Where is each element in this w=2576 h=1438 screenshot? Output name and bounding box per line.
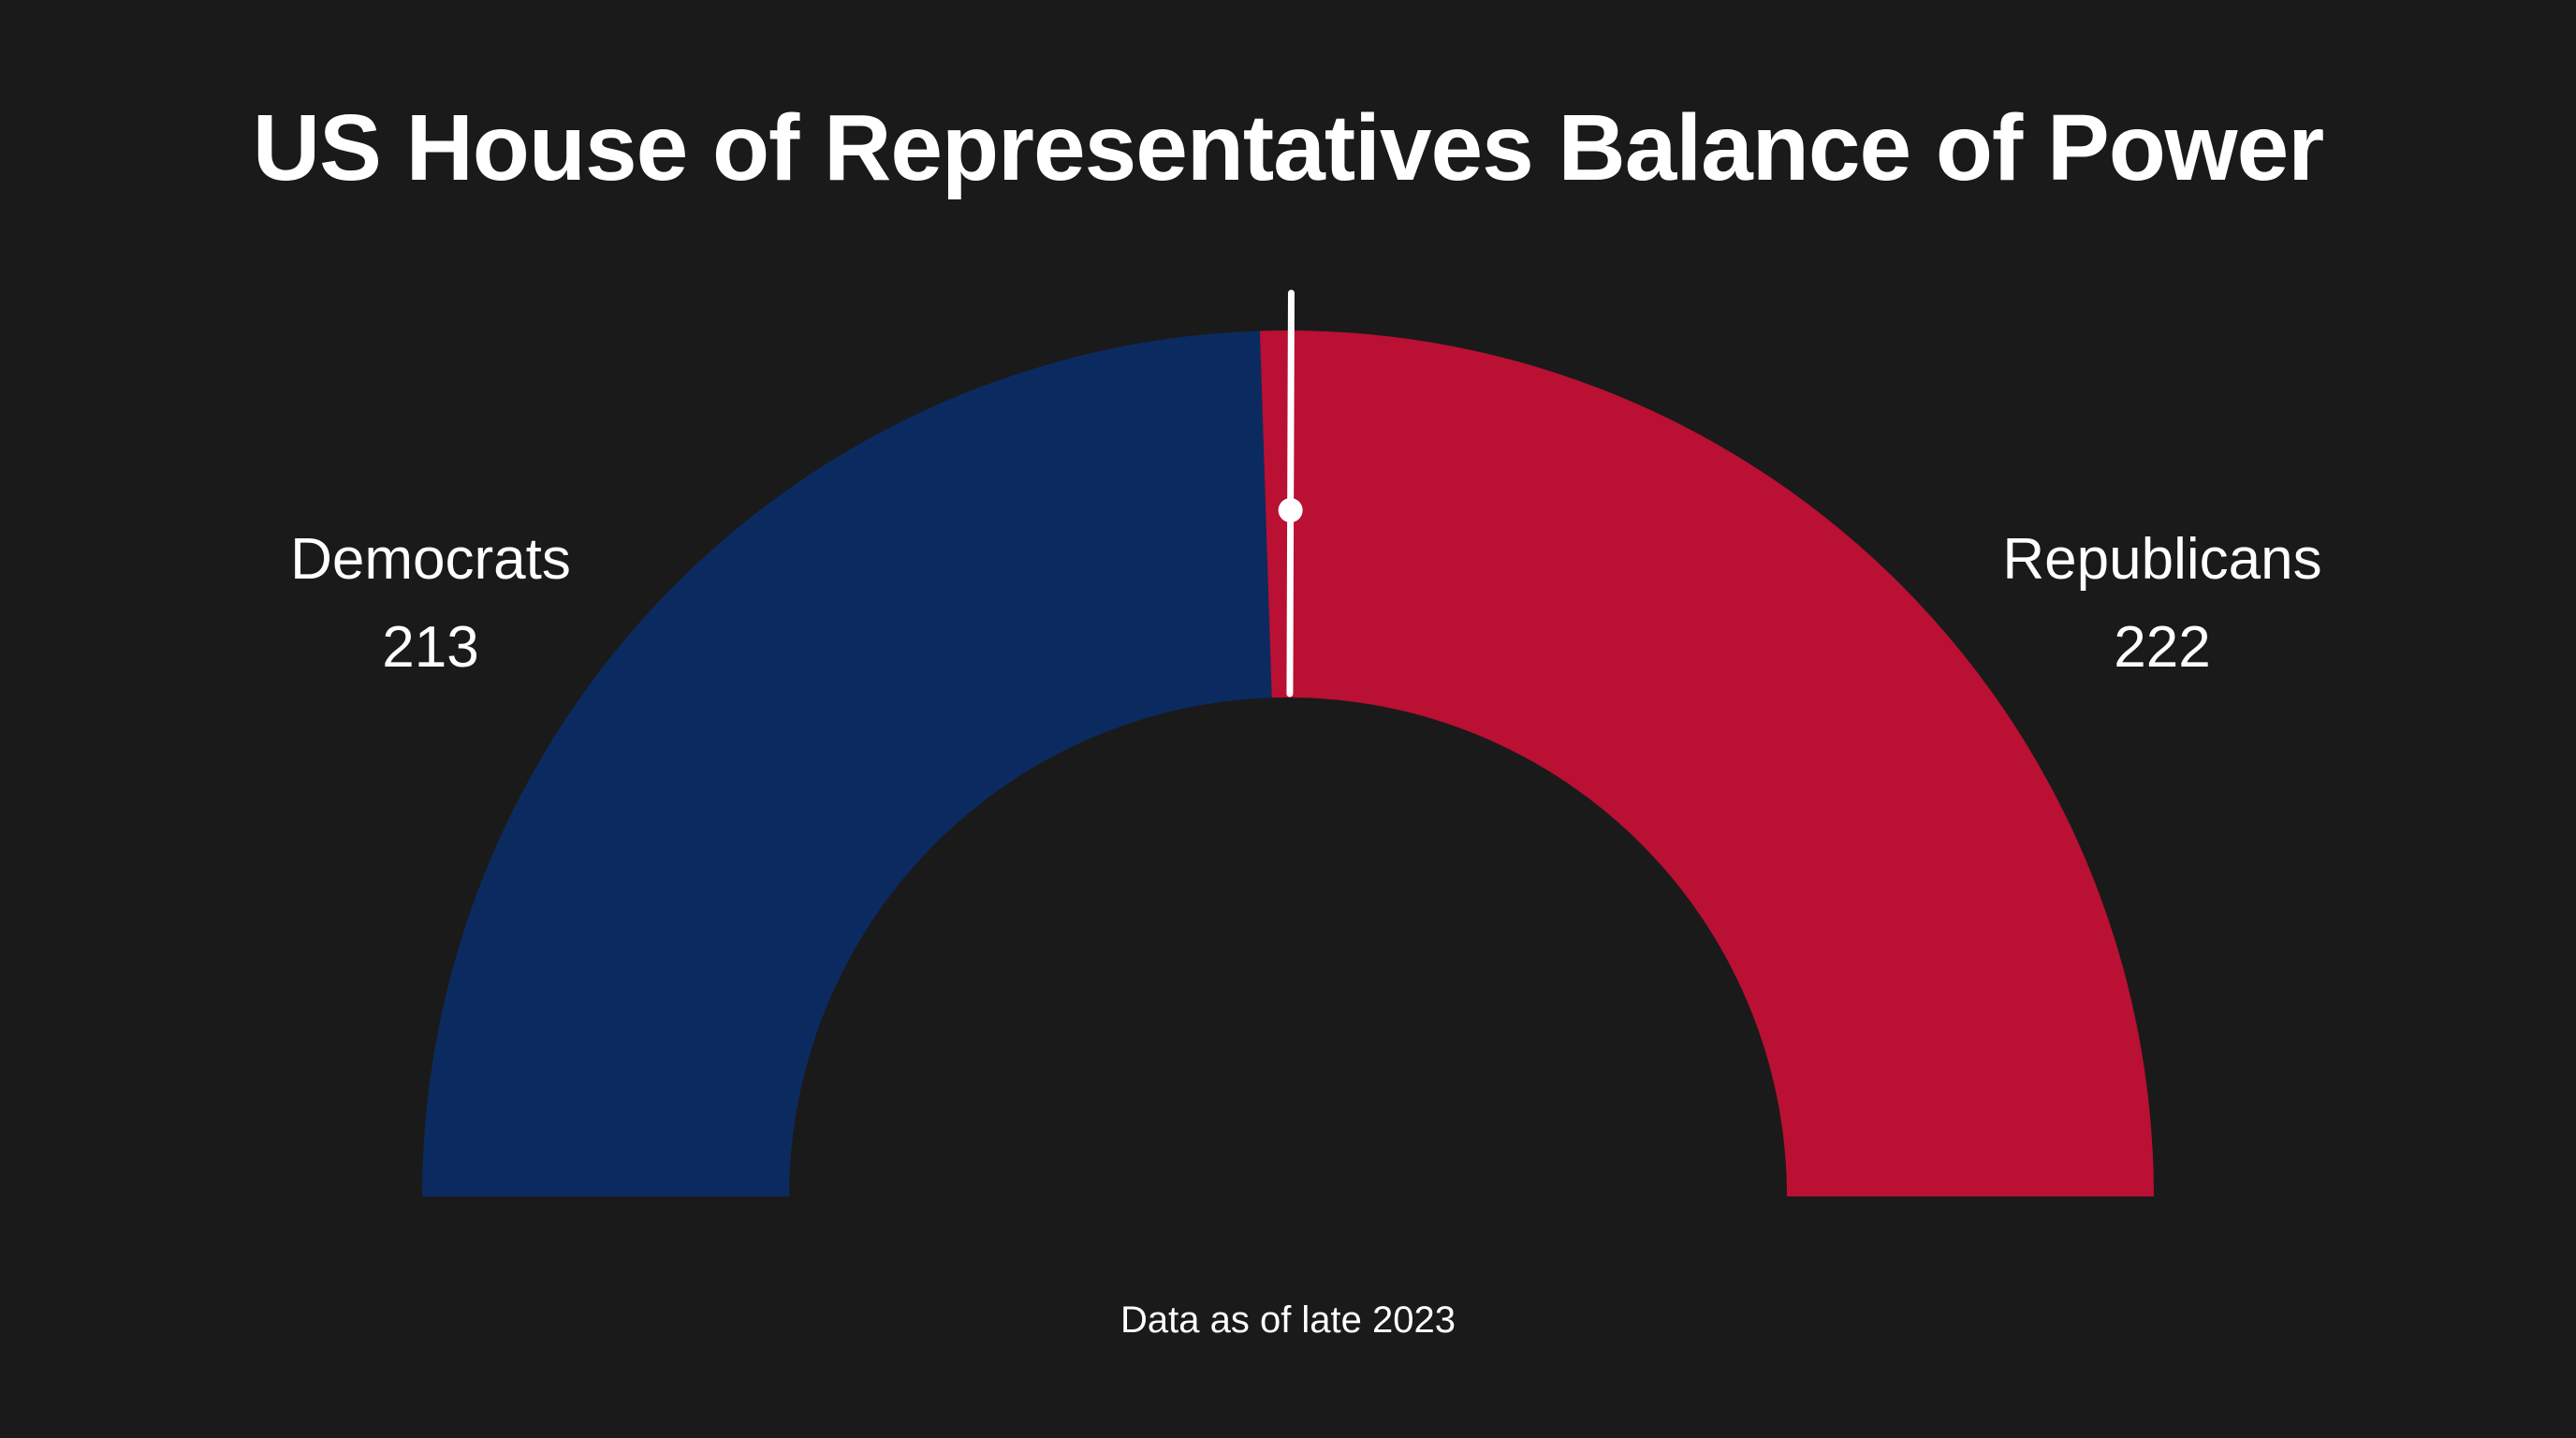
chart-title: US House of Representatives Balance of P… xyxy=(252,95,2324,200)
republicans-name: Republicans xyxy=(2002,527,2322,592)
data-footnote: Data as of late 2023 xyxy=(1120,1299,1456,1341)
majority-needle xyxy=(1286,289,1295,697)
arc-republicans xyxy=(1259,330,2154,1197)
democrats-name: Democrats xyxy=(290,527,571,592)
democrats-seats: 213 xyxy=(382,615,479,680)
republicans-seats: 222 xyxy=(2114,615,2211,680)
democrats-label: Democrats 213 xyxy=(187,516,674,692)
republicans-label: Republicans 222 xyxy=(1919,516,2406,692)
needle-pivot-dot xyxy=(1278,498,1303,523)
arc-democrats xyxy=(422,330,1272,1196)
